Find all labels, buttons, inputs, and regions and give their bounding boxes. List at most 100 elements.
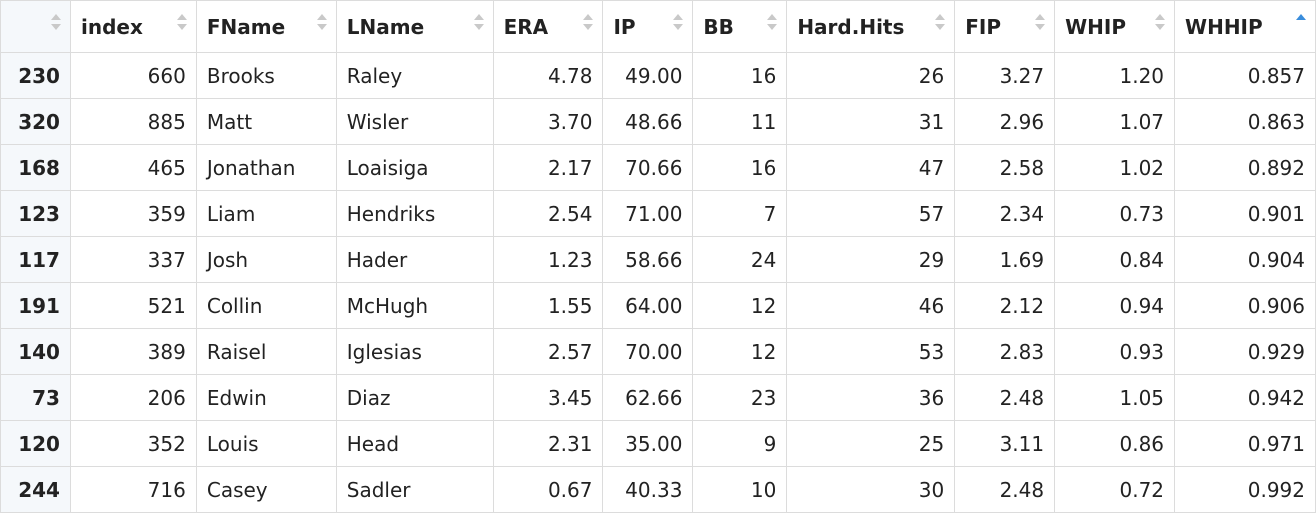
cell-fname: Edwin (195, 374, 337, 421)
cell-fname: Matt (195, 98, 337, 145)
sort-icon[interactable] (316, 12, 327, 38)
sort-icon[interactable] (673, 12, 684, 38)
cell-index: 660 (69, 52, 197, 99)
sort-icon[interactable] (50, 12, 61, 38)
cell-ip: 71.00 (602, 190, 694, 237)
cell-fip: 2.12 (954, 282, 1056, 329)
row-number: 140 (0, 328, 71, 375)
column-header-rn[interactable] (0, 0, 71, 53)
cell-era: 1.55 (492, 282, 604, 329)
sort-icon[interactable] (583, 12, 594, 38)
column-header-hardhits[interactable]: Hard.Hits (786, 0, 956, 53)
cell-hardhits: 47 (786, 144, 956, 191)
table-row: 117 337 Josh Hader 1.23 58.66 24 29 1.69 0.84 0.90… (0, 236, 1316, 283)
cell-bb: 12 (692, 282, 788, 329)
cell-whhip: 0.971 (1174, 420, 1316, 467)
column-header-whip[interactable]: WHIP (1054, 0, 1176, 53)
cell-fname: Casey (195, 466, 337, 513)
cell-fname: Collin (195, 282, 337, 329)
cell-fip: 2.48 (954, 374, 1056, 421)
sort-ascending-icon[interactable] (1296, 12, 1306, 38)
sort-icon[interactable] (176, 12, 187, 38)
cell-lname: Diaz (335, 374, 494, 421)
cell-hardhits: 31 (786, 98, 956, 145)
column-header-label: index (80, 14, 143, 39)
column-header-fname[interactable]: FName (195, 0, 337, 53)
table-row: 120 352 Louis Head 2.31 35.00 9 25 3.11 0.86 0.971 (0, 420, 1316, 467)
cell-hardhits: 30 (786, 466, 956, 513)
cell-ip: 49.00 (602, 52, 694, 99)
cell-whip: 0.86 (1054, 420, 1176, 467)
cell-index: 337 (69, 236, 197, 283)
column-header-label: LName (346, 14, 425, 39)
cell-whip: 0.84 (1054, 236, 1176, 283)
table-row: 191 521 Collin McHugh 1.55 64.00 12 46 2.12 0.94 0… (0, 282, 1316, 329)
cell-whip: 1.20 (1054, 52, 1176, 99)
sort-icon[interactable] (1155, 12, 1166, 38)
cell-whhip: 0.929 (1174, 328, 1316, 375)
cell-whip: 1.02 (1054, 144, 1176, 191)
cell-ip: 62.66 (602, 374, 694, 421)
cell-hardhits: 46 (786, 282, 956, 329)
cell-bb: 23 (692, 374, 788, 421)
cell-whhip: 0.906 (1174, 282, 1316, 329)
cell-lname: Head (335, 420, 494, 467)
cell-hardhits: 29 (786, 236, 956, 283)
column-header-label: FIP (965, 14, 1001, 39)
cell-fip: 3.27 (954, 52, 1056, 99)
cell-fip: 3.11 (954, 420, 1056, 467)
cell-whip: 1.05 (1054, 374, 1176, 421)
cell-ip: 70.66 (602, 144, 694, 191)
cell-lname: Iglesias (335, 328, 494, 375)
column-header-whhip[interactable]: WHHIP (1174, 0, 1316, 53)
cell-bb: 16 (692, 144, 788, 191)
row-number: 320 (0, 98, 71, 145)
cell-whip: 0.94 (1054, 282, 1176, 329)
cell-fip: 1.69 (954, 236, 1056, 283)
cell-fname: Louis (195, 420, 337, 467)
cell-bb: 12 (692, 328, 788, 375)
cell-era: 2.57 (492, 328, 604, 375)
table-row: 123 359 Liam Hendriks 2.54 71.00 7 57 2.34 0.73 0.… (0, 190, 1316, 237)
cell-bb: 9 (692, 420, 788, 467)
cell-fip: 2.58 (954, 144, 1056, 191)
cell-ip: 48.66 (602, 98, 694, 145)
column-header-lname[interactable]: LName (335, 0, 494, 53)
column-header-era[interactable]: ERA (492, 0, 604, 53)
cell-lname: Sadler (335, 466, 494, 513)
grid-body: 230 660 Brooks Raley 4.78 49.00 16 26 3.27 1.20 0.… (0, 52, 1316, 513)
cell-index: 389 (69, 328, 197, 375)
column-header-bb[interactable]: BB (692, 0, 788, 53)
sort-icon[interactable] (1035, 12, 1046, 38)
row-number: 244 (0, 466, 71, 513)
cell-whhip: 0.942 (1174, 374, 1316, 421)
cell-index: 716 (69, 466, 197, 513)
sort-icon[interactable] (767, 12, 778, 38)
table-row: 140 389 Raisel Iglesias 2.57 70.00 12 53 2.83 0.9… (0, 328, 1316, 375)
table-row: 320 885 Matt Wisler 3.70 48.66 11 31 2.96 1.07 0.8… (0, 98, 1316, 145)
cell-ip: 70.00 (602, 328, 694, 375)
cell-index: 885 (69, 98, 197, 145)
cell-fname: Jonathan (195, 144, 337, 191)
column-header-index[interactable]: index (69, 0, 197, 53)
cell-lname: Hader (335, 236, 494, 283)
cell-hardhits: 26 (786, 52, 956, 99)
row-number: 120 (0, 420, 71, 467)
cell-fip: 2.34 (954, 190, 1056, 237)
cell-index: 359 (69, 190, 197, 237)
cell-fip: 2.96 (954, 98, 1056, 145)
column-header-label: IP (613, 14, 636, 39)
cell-bb: 11 (692, 98, 788, 145)
cell-lname: Wisler (335, 98, 494, 145)
column-header-ip[interactable]: IP (602, 0, 694, 53)
cell-fname: Raisel (195, 328, 337, 375)
column-header-fip[interactable]: FIP (954, 0, 1056, 53)
sort-icon[interactable] (473, 12, 484, 38)
sort-icon[interactable] (935, 12, 946, 38)
cell-fip: 2.83 (954, 328, 1056, 375)
cell-lname: McHugh (335, 282, 494, 329)
cell-ip: 58.66 (602, 236, 694, 283)
table-row: 73 206 Edwin Diaz 3.45 62.66 23 36 2.48 1.05 0.942 (0, 374, 1316, 421)
table-row: 168 465 Jonathan Loaisiga 2.17 70.66 16 47 2.58 1… (0, 144, 1316, 191)
